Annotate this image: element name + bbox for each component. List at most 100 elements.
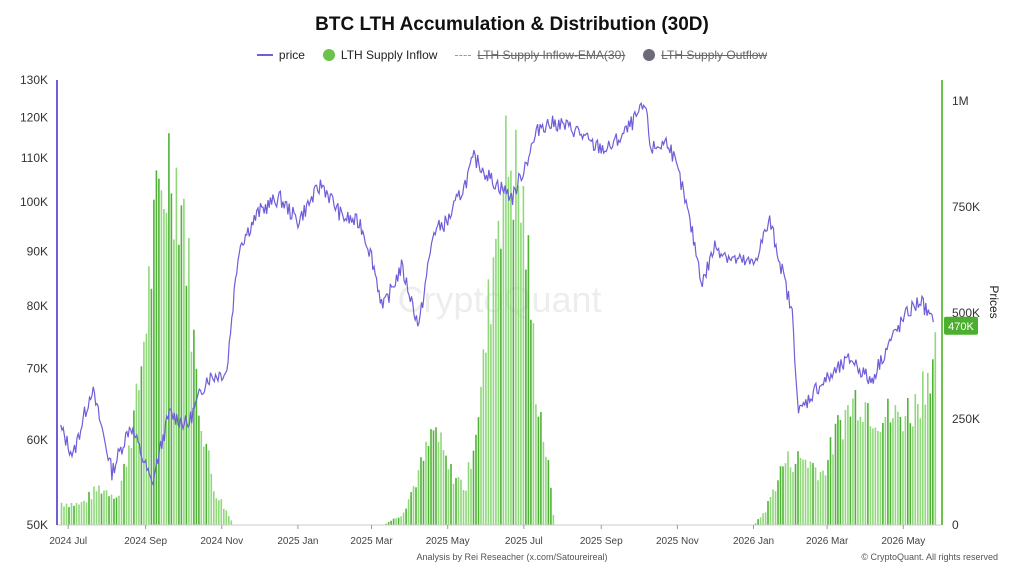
inflow-bar: [410, 492, 412, 525]
inflow-bar: [922, 371, 924, 525]
inflow-bar: [405, 508, 407, 525]
inflow-bar: [542, 441, 545, 525]
copyright-notice: © CryptoQuant. All rights reserved: [861, 552, 998, 562]
x-axis-tick-label: 2025 Nov: [656, 536, 699, 547]
inflow-bar: [445, 455, 447, 525]
line-swatch-icon: [256, 54, 273, 56]
inflow-bar: [794, 463, 797, 525]
inflow-bar: [834, 423, 837, 525]
left-axis-tick-label: 80K: [27, 299, 48, 313]
inflow-bar: [550, 487, 552, 525]
inflow-bar: [502, 186, 505, 525]
inflow-bar: [103, 490, 105, 525]
inflow-bar: [462, 490, 465, 525]
inflow-bar: [213, 491, 215, 525]
inflow-bar: [203, 446, 205, 525]
watermark-text: CryptoQuant: [397, 279, 601, 320]
legend-item-lth-supply-inflow[interactable]: LTH Supply Inflow: [322, 48, 438, 62]
inflow-bar: [90, 499, 93, 525]
inflow-bar: [912, 426, 914, 525]
legend-item-lth-supply-outflow[interactable]: LTH Supply Outflow: [643, 48, 767, 62]
inflow-bar: [927, 372, 929, 525]
inflow-bar: [535, 404, 537, 525]
inflow-bar: [85, 502, 88, 525]
inflow-bar: [198, 415, 200, 525]
inflow-bar: [789, 467, 792, 525]
inflow-bar: [407, 499, 410, 525]
inflow-bar: [527, 235, 530, 525]
inflow-bar: [205, 443, 208, 525]
inflow-bar: [847, 405, 849, 525]
inflow-bar: [477, 417, 480, 525]
inflow-bar: [402, 512, 405, 525]
legend-label: price: [278, 48, 305, 62]
inflow-bar: [879, 431, 882, 525]
analysis-credit: Analysis by Rei Reseacher (x.com/Satoure…: [416, 552, 608, 562]
inflow-bar: [158, 178, 160, 525]
inflow-bar: [437, 441, 440, 525]
inflow-bar: [812, 463, 814, 525]
inflow-bar: [480, 386, 482, 525]
left-axis-tick-label: 110K: [21, 151, 48, 165]
right-axis-tick-label: 0: [952, 518, 959, 532]
left-axis-tick-label: 50K: [27, 518, 48, 532]
right-axis-tick-label: 250K: [952, 412, 980, 426]
legend-label: LTH Supply Inflow: [340, 48, 438, 62]
inflow-bar: [829, 437, 832, 525]
inflow-bar: [520, 222, 522, 525]
inflow-bar: [762, 513, 764, 525]
x-axis-tick-label: 2026 May: [881, 536, 925, 547]
inflow-bar: [185, 285, 188, 525]
inflow-bar: [98, 485, 100, 525]
inflow-bar: [175, 167, 178, 525]
inflow-bar: [874, 427, 877, 525]
inflow-bar: [899, 417, 902, 525]
inflow-bar: [210, 473, 213, 525]
inflow-bar: [425, 441, 427, 525]
inflow-bar: [817, 480, 819, 525]
inflow-bar: [470, 468, 472, 525]
inflow-bar: [178, 244, 180, 525]
inflow-bar: [807, 467, 809, 525]
inflow-bar: [929, 393, 932, 525]
inflow-bar: [537, 416, 540, 525]
left-axis-tick-label: 100K: [20, 195, 48, 209]
inflow-bar: [195, 368, 198, 525]
inflow-bar: [100, 493, 103, 525]
inflow-bar: [110, 494, 113, 525]
inflow-bar: [819, 472, 822, 525]
legend-item-lth-supply-inflow-ema[interactable]: LTH Supply Inflow-EMA(30): [455, 48, 625, 62]
x-axis-tick-label: 2024 Nov: [200, 536, 243, 547]
x-axis-tick-label: 2025 Sep: [580, 536, 623, 547]
inflow-bar: [113, 498, 115, 525]
price-line: [60, 101, 934, 487]
x-axis-tick-label: 2025 Jul: [505, 536, 543, 547]
inflow-bar: [500, 248, 502, 525]
chart-legend: price LTH Supply Inflow LTH Supply Inflo…: [0, 48, 1024, 62]
inflow-bar: [65, 503, 68, 525]
inflow-bar: [757, 519, 759, 525]
inflow-bar: [397, 517, 400, 525]
left-axis-tick-label: 60K: [27, 433, 48, 447]
inflow-bar: [540, 412, 542, 525]
inflow-bar: [839, 420, 842, 525]
inflow-bar: [862, 422, 864, 525]
inflow-bars: [60, 115, 937, 526]
inflow-bar: [95, 491, 98, 525]
inflow-bar: [118, 495, 120, 525]
inflow-bar: [83, 500, 85, 525]
inflow-bar: [432, 430, 435, 525]
x-axis-tick-label: 2025 May: [426, 536, 470, 547]
inflow-bar: [60, 502, 63, 525]
inflow-bar: [759, 517, 762, 525]
inflow-bar: [919, 418, 922, 525]
inflow-bar: [844, 409, 847, 525]
inflow-bar: [442, 450, 445, 525]
inflow-bar: [422, 460, 425, 525]
legend-item-price[interactable]: price: [256, 48, 305, 62]
inflow-bar: [867, 403, 869, 525]
inflow-bar: [897, 411, 899, 525]
x-axis-tick-label: 2024 Jul: [49, 536, 87, 547]
left-axis-tick-label: 90K: [27, 244, 48, 258]
